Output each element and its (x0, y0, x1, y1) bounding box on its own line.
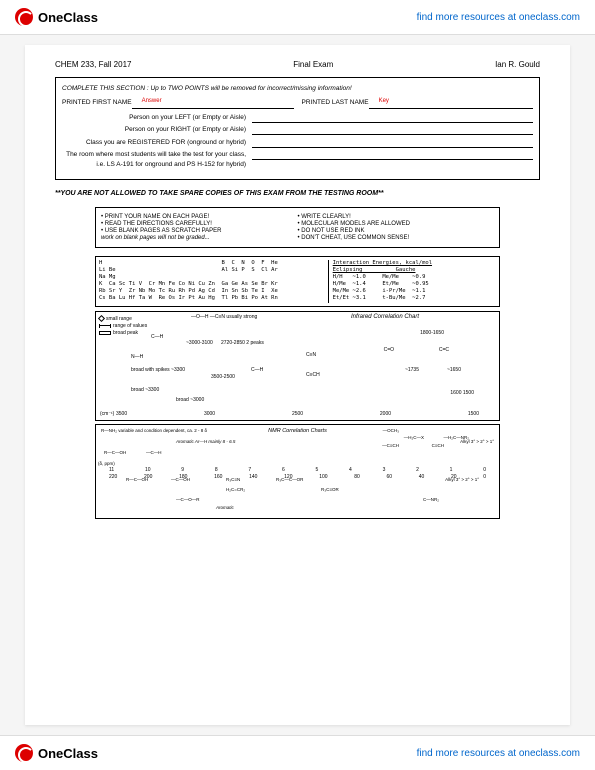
instr-item: • MOLECULAR MODELS ARE ALLOWED (298, 221, 495, 227)
nmr-chart: NMR Correlation Charts R—NH₂ variable an… (95, 424, 500, 519)
periodic-energy-box: H B C N O F He Li Be Al Si P S Cl Ar Na … (95, 256, 500, 307)
form-label: The room where most students will take t… (62, 150, 252, 171)
first-name-value: Answer (142, 97, 162, 107)
instr-item: • WRITE CLEARLY! (298, 214, 495, 220)
logo-text: OneClass (38, 746, 98, 761)
range-icon (99, 325, 111, 326)
diamond-icon (98, 315, 105, 322)
instr-item: • PRINT YOUR NAME ON EACH PAGE! (101, 214, 298, 220)
last-name-label: PRINTED LAST NAME (302, 98, 369, 108)
broad-icon (99, 331, 111, 335)
form-label: Class you are REGISTERED FOR (onground o… (62, 138, 252, 148)
footer-bar: OneClass find more resources at oneclass… (0, 735, 595, 770)
first-name-label: PRINTED FIRST NAME (62, 98, 132, 108)
header-bar: OneClass find more resources at oneclass… (0, 0, 595, 35)
footer-logo[interactable]: OneClass (15, 744, 98, 762)
exam-title: Final Exam (293, 60, 333, 69)
instr-item: • DO NOT USE RED INK (298, 228, 495, 234)
exam-header: CHEM 233, Fall 2017 Final Exam Ian R. Go… (55, 60, 540, 69)
info-box: COMPLETE THIS SECTION : Up to TWO POINTS… (55, 77, 540, 180)
logo-text: OneClass (38, 10, 98, 25)
instructions-box: • PRINT YOUR NAME ON EACH PAGE! • READ T… (95, 207, 500, 248)
logo-icon (15, 8, 33, 26)
info-heading: COMPLETE THIS SECTION : Up to TWO POINTS… (62, 84, 533, 94)
instructor: Ian R. Gould (495, 60, 540, 69)
header-link[interactable]: find more resources at oneclass.com (417, 12, 580, 23)
logo[interactable]: OneClass (15, 8, 98, 26)
footer-link[interactable]: find more resources at oneclass.com (417, 748, 580, 759)
energy-table: Interaction Energies, kcal/mol Eclipsing… (328, 260, 496, 303)
h-scale: 11109876543210 (109, 467, 486, 473)
logo-icon (15, 744, 33, 762)
form-label: Person on your RIGHT (or Empty or Aisle) (62, 125, 252, 135)
ir-axis: 3500 3000 2500 2000 1500 (116, 411, 479, 417)
document-page: CHEM 233, Fall 2017 Final Exam Ian R. Go… (25, 45, 570, 725)
instr-item: work on blank pages will not be graded..… (101, 235, 298, 241)
warning-text: **YOU ARE NOT ALLOWED TO TAKE SPARE COPI… (55, 190, 540, 197)
ir-chart: Infrared Correlation Chart small range r… (95, 311, 500, 421)
periodic-table: H B C N O F He Li Be Al Si P S Cl Ar Na … (99, 260, 328, 303)
instr-item: • DON'T CHEAT, USE COMMON SENSE! (298, 235, 495, 241)
ir-chart-title: Infrared Correlation Chart (351, 314, 419, 320)
instr-item: • READ THE DIRECTIONS CAREFULLY! (101, 221, 298, 227)
course-code: CHEM 233, Fall 2017 (55, 60, 131, 69)
last-name-value: Key (379, 97, 389, 107)
form-label: Person on your LEFT (or Empty or Aisle) (62, 113, 252, 123)
instr-item: • USE BLANK PAGES AS SCRATCH PAPER (101, 228, 298, 234)
ir-axis-label: (cm⁻¹) (100, 411, 114, 417)
